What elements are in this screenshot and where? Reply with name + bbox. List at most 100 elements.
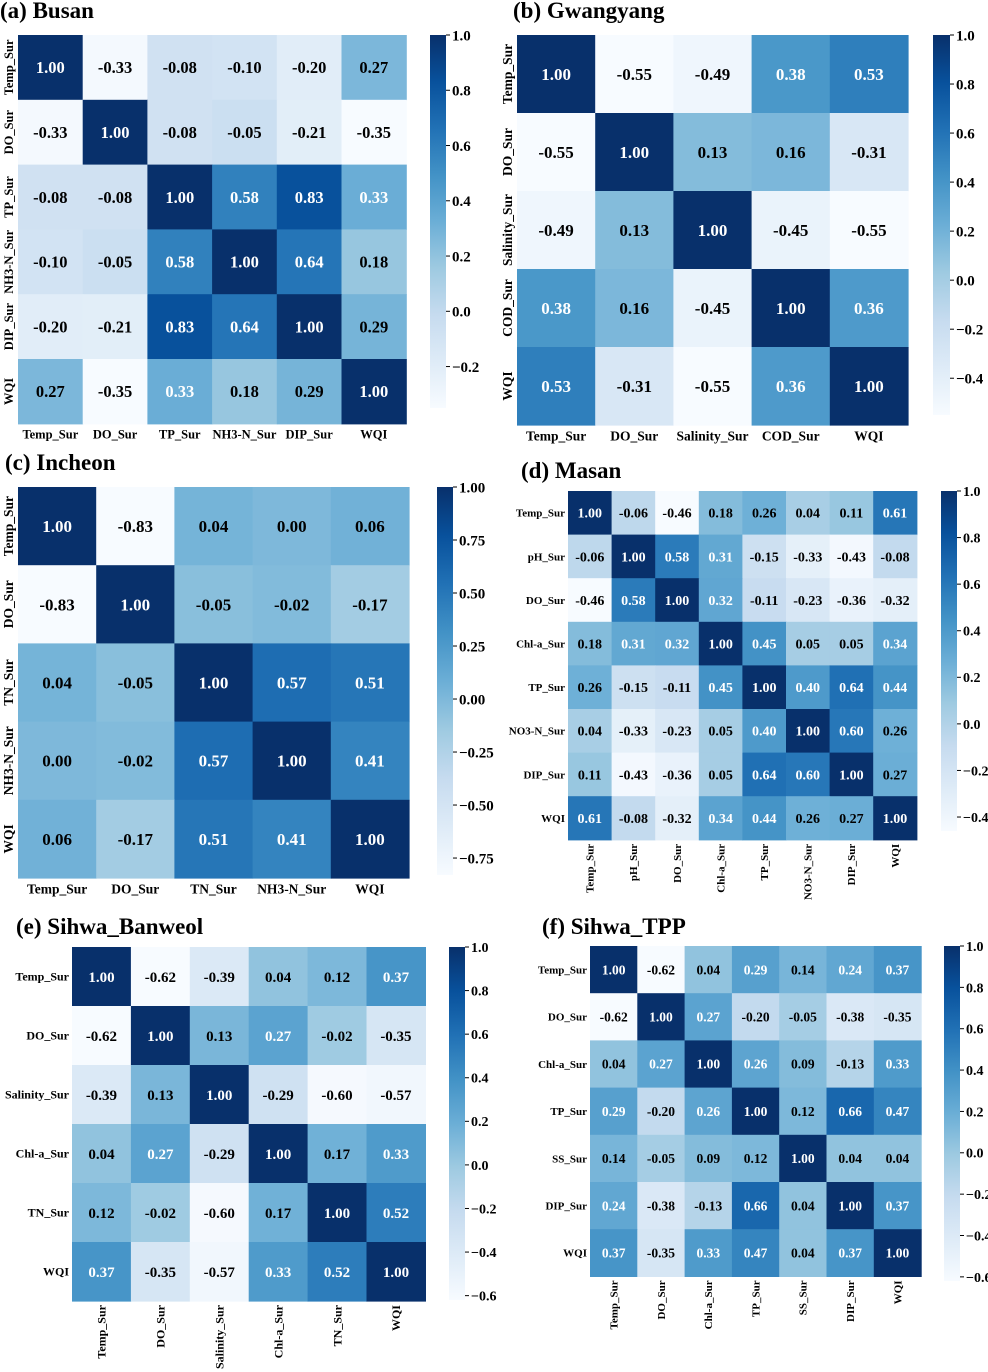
panel-busan: (a) Busan 1.00 -0.33 -0.08 -0.10 -0.20 0.27 -0.… xyxy=(0,0,479,441)
heatmap-cell xyxy=(779,993,828,1041)
cell-value-label: 0.27 xyxy=(696,1010,720,1025)
cell-value-label: 0.38 xyxy=(541,299,571,318)
cell-value-label: -0.35 xyxy=(380,1029,411,1045)
heatmap-cell xyxy=(72,1242,132,1302)
heatmap-cell xyxy=(731,1229,780,1277)
heatmap-cell xyxy=(590,993,638,1041)
heatmap-cell xyxy=(655,665,700,710)
cell-value-label: 0.14 xyxy=(602,1151,626,1166)
heatmap-cell xyxy=(212,99,278,166)
cell-value-label: 0.04 xyxy=(886,1151,910,1166)
cell-value-label: 1.00 xyxy=(838,1198,862,1213)
heatmap-cell xyxy=(18,721,97,801)
colorbar-tick-label: 1.00 xyxy=(459,480,485,496)
cell-value-label: -0.33 xyxy=(33,123,67,142)
cell-value-label: 0.64 xyxy=(839,681,864,696)
heatmap-cell xyxy=(826,1087,875,1136)
colorbar-tick-label: 0.2 xyxy=(963,671,981,686)
cell-value-label: 1.00 xyxy=(744,1104,768,1119)
heatmap-cell xyxy=(742,665,787,710)
cell-value-label: -0.38 xyxy=(647,1198,675,1213)
heatmap-cell xyxy=(252,643,332,723)
cell-value-label: 0.34 xyxy=(708,812,733,827)
cell-value-label: -0.29 xyxy=(204,1147,235,1163)
heatmap-cell xyxy=(341,359,407,425)
cell-value-label: 1.00 xyxy=(265,1147,291,1163)
cell-value-label: 0.26 xyxy=(744,1057,768,1072)
heatmap-cell xyxy=(873,534,918,579)
heatmap-cell xyxy=(341,294,407,360)
cell-value-label: 1.00 xyxy=(665,594,690,609)
cell-value-label: 0.44 xyxy=(883,681,908,696)
heatmap-cell xyxy=(595,35,674,114)
heatmap-cell xyxy=(130,1242,191,1302)
cell-value-label: -0.31 xyxy=(617,377,652,396)
y-tick-label: DO_Sur xyxy=(1,580,16,628)
heatmap-cell xyxy=(611,709,656,754)
cell-value-label: 1.00 xyxy=(796,725,821,740)
x-tick-label: DO_Sur xyxy=(610,429,658,444)
cell-value-label: 1.00 xyxy=(147,1029,173,1045)
heatmap-cell xyxy=(568,709,613,754)
heatmap-cell xyxy=(637,1134,686,1183)
heatmap-cell xyxy=(826,946,875,994)
heatmap-cell xyxy=(248,1183,309,1243)
cell-value-label: -0.55 xyxy=(538,143,573,162)
heatmap-cell xyxy=(189,1124,250,1184)
colorbar-tick-label: −0.2 xyxy=(963,764,988,779)
cell-value-label: -0.20 xyxy=(647,1104,675,1119)
x-tick-label: COD_Sur xyxy=(762,429,820,444)
cell-value-label: -0.06 xyxy=(575,550,604,565)
y-tick-label: DIP_Sur xyxy=(2,303,16,351)
cell-value-label: 0.13 xyxy=(619,221,649,240)
heatmap-cell xyxy=(568,752,613,797)
heatmap-cell xyxy=(698,665,743,710)
cell-value-label: 0.09 xyxy=(791,1057,815,1072)
cell-value-label: 0.45 xyxy=(708,681,733,696)
colorbar-tick-label: 0.8 xyxy=(963,531,981,546)
x-tick-label: WQI xyxy=(355,882,384,897)
cell-value-label: 1.00 xyxy=(206,1088,232,1104)
cell-value-label: -0.08 xyxy=(163,123,197,142)
y-tick-label: Chl-a_Sur xyxy=(516,638,565,650)
cell-value-label: 0.13 xyxy=(147,1088,173,1104)
heatmap-cell xyxy=(96,799,175,879)
cell-value-label: 1.00 xyxy=(698,221,728,240)
heatmap-cell xyxy=(517,35,596,114)
heatmap-cell xyxy=(82,294,148,360)
cell-value-label: 0.04 xyxy=(791,1198,815,1213)
cell-value-label: -0.55 xyxy=(851,221,886,240)
heatmap-cell xyxy=(684,1134,733,1183)
heatmap-cell xyxy=(655,491,700,536)
colorbar-tick-label: 0.0 xyxy=(966,1147,984,1162)
y-tick-label: DO_Sur xyxy=(500,128,515,176)
x-tick-label: WQI xyxy=(389,1305,403,1331)
panel-title: (e) Sihwa_Banweol xyxy=(16,914,203,939)
colorbar-tick-label: 0.00 xyxy=(459,692,485,708)
heatmap-cell xyxy=(751,35,831,114)
cell-value-label: 0.24 xyxy=(602,1198,626,1213)
cell-value-label: 0.26 xyxy=(578,681,603,696)
heatmap-cell xyxy=(341,229,407,295)
colorbar-tick-label: −0.75 xyxy=(459,851,494,867)
heatmap-cell xyxy=(595,113,674,192)
x-tick-label: NH3-N_Sur xyxy=(212,427,276,441)
heatmap-cell xyxy=(655,578,700,623)
heatmap-cell xyxy=(189,1242,250,1302)
cell-value-label: -0.62 xyxy=(647,962,675,977)
heatmap-cell xyxy=(684,1182,733,1230)
heatmap-cell xyxy=(873,1087,922,1136)
cell-value-label: 0.33 xyxy=(165,382,194,401)
heatmap-cell xyxy=(366,1242,426,1302)
heatmap-cell xyxy=(742,752,787,797)
cell-value-label: 0.44 xyxy=(752,812,777,827)
cell-value-label: 0.29 xyxy=(359,317,388,336)
heatmap-cell xyxy=(330,799,410,879)
heatmap-cell xyxy=(673,191,753,270)
cell-value-label: 0.66 xyxy=(838,1104,862,1119)
cell-value-label: -0.17 xyxy=(118,830,154,849)
y-tick-label: DIP_Sur xyxy=(523,769,565,781)
heatmap-cell xyxy=(18,35,84,101)
heatmap-cell xyxy=(72,947,132,1007)
heatmap-cell xyxy=(252,487,332,566)
